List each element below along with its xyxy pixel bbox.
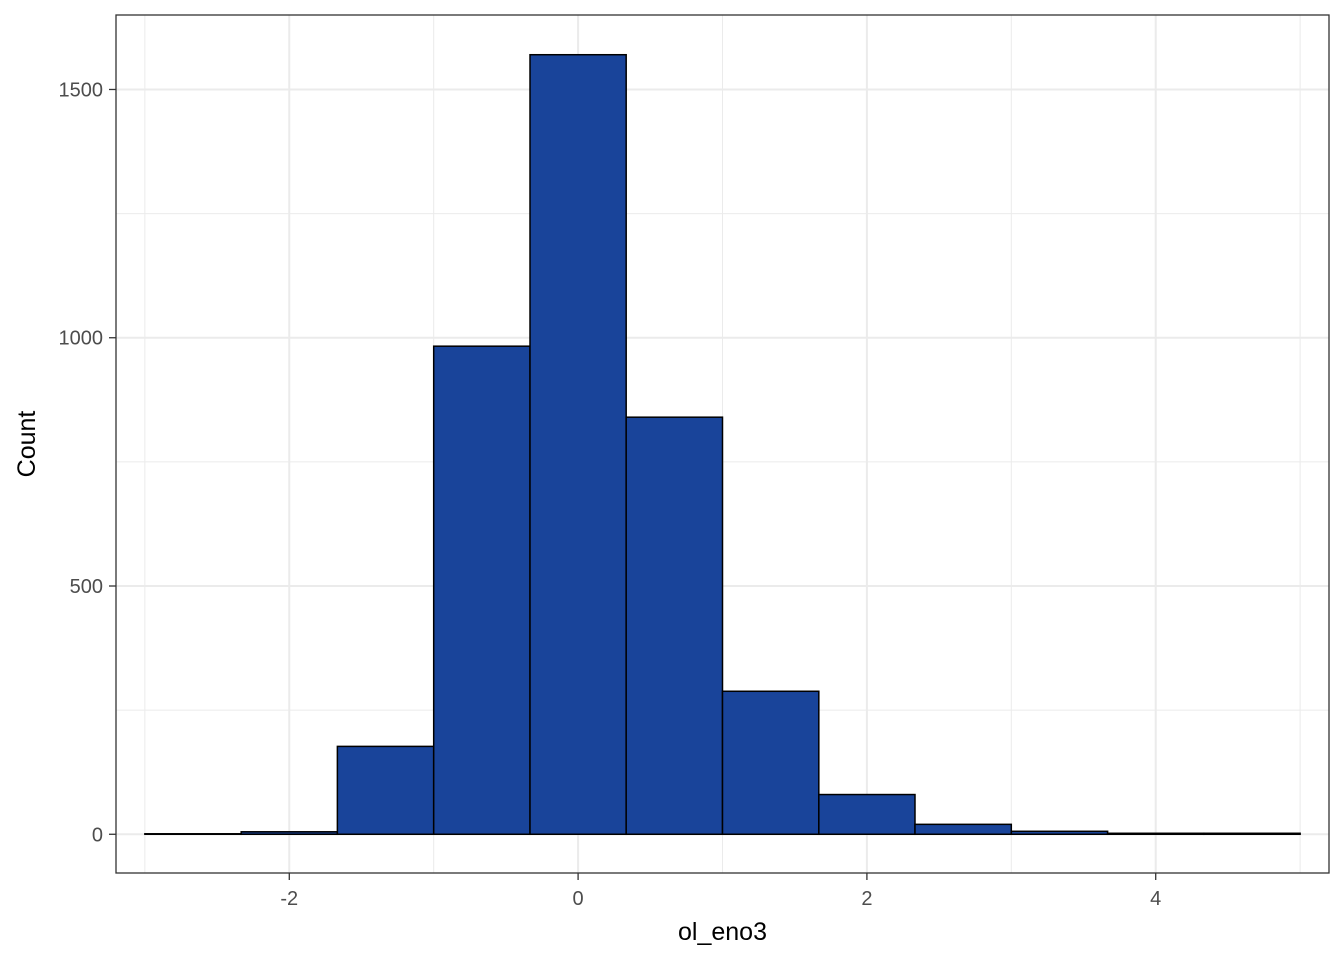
histogram-bar [721,690,820,836]
y-axis-title: Count [13,411,41,478]
histogram-bar [336,745,435,836]
histogram-bar [1106,832,1205,836]
histogram-bar [914,823,1013,836]
x-tick-label: 0 [573,888,584,910]
histogram-bar [529,53,627,836]
x-axis-title: ol_eno3 [678,918,767,946]
histogram-bar [432,345,531,836]
y-tick-label: 500 [70,576,103,598]
x-tick-label: -2 [280,888,298,910]
panel-border [115,14,1330,874]
histogram-bars [144,53,1301,836]
histogram-bar [240,831,339,836]
histogram-bar [625,416,724,836]
y-axis: 0 500 1000 1500 [59,79,116,846]
x-axis: -2 0 2 4 [280,873,1161,910]
y-tick-label: 1000 [59,328,104,350]
histogram-bar [818,793,916,836]
y-tick-label: 0 [92,824,103,846]
x-tick-label: 4 [1150,888,1161,910]
histogram-bar [1010,830,1109,836]
histogram-bar [1203,832,1301,836]
y-tick-label: 1500 [59,79,104,101]
x-tick-label: 2 [861,888,872,910]
